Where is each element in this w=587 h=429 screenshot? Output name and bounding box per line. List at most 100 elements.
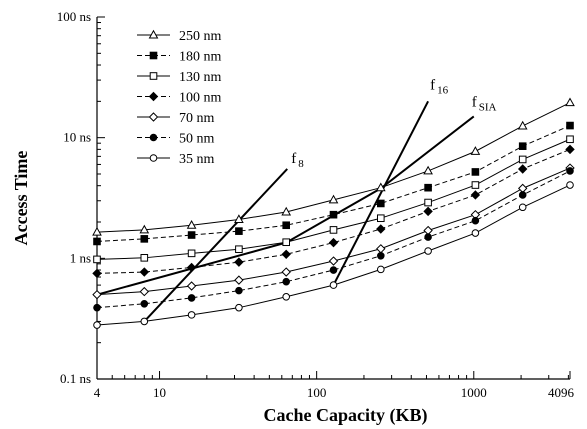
y-tick-label: 1 ns bbox=[70, 250, 91, 265]
legend-marker bbox=[148, 91, 159, 102]
data-point bbox=[234, 214, 244, 223]
data-point bbox=[282, 238, 290, 247]
data-point bbox=[93, 237, 101, 246]
data-point bbox=[377, 214, 385, 223]
series-35-nm bbox=[93, 181, 574, 329]
data-point bbox=[140, 299, 149, 308]
data-point bbox=[282, 277, 291, 286]
data-point bbox=[518, 155, 527, 164]
legend-label: 50 nm bbox=[179, 132, 215, 147]
data-point bbox=[92, 289, 102, 300]
data-point bbox=[424, 233, 432, 241]
reference-line-f16 bbox=[332, 100, 429, 286]
data-point bbox=[565, 144, 575, 155]
data-point bbox=[93, 255, 101, 264]
data-point bbox=[139, 267, 150, 277]
data-point bbox=[471, 181, 480, 189]
data-point bbox=[92, 268, 102, 279]
data-point bbox=[566, 121, 574, 130]
data-point bbox=[235, 227, 243, 235]
data-point bbox=[282, 221, 290, 230]
data-point bbox=[235, 286, 243, 295]
data-point bbox=[471, 229, 480, 237]
data-point bbox=[424, 247, 432, 255]
data-point bbox=[329, 266, 338, 274]
data-point bbox=[93, 321, 101, 329]
data-point bbox=[235, 245, 243, 254]
legend-label: 100 nm bbox=[179, 91, 222, 106]
data-point bbox=[140, 317, 149, 326]
data-point bbox=[376, 244, 386, 254]
x-tick-label: 1000 bbox=[461, 385, 487, 400]
data-point bbox=[377, 251, 385, 260]
data-point bbox=[187, 294, 196, 302]
data-point bbox=[187, 311, 196, 319]
reference-line-label-subscript: 8 bbox=[298, 158, 304, 170]
data-point bbox=[92, 226, 102, 236]
series-line bbox=[96, 184, 571, 326]
data-point bbox=[377, 265, 385, 274]
reference-line-label-main: f bbox=[430, 77, 435, 93]
data-point bbox=[470, 146, 481, 155]
legend-label: 70 nm bbox=[179, 111, 215, 126]
data-point bbox=[424, 198, 432, 207]
reference-line-label-subscript: 16 bbox=[437, 84, 449, 96]
axes: 0.1 ns 1 ns 10 ns 100 ns 4 10 100 1000 4096 bbox=[57, 9, 575, 400]
data-point bbox=[140, 254, 149, 262]
x-tick-label: 4096 bbox=[548, 385, 575, 400]
data-point bbox=[517, 164, 528, 174]
data-point bbox=[566, 181, 574, 189]
data-point bbox=[282, 292, 291, 301]
reference-line-f8 bbox=[143, 168, 288, 323]
legend-label: 35 nm bbox=[179, 152, 215, 167]
data-point bbox=[281, 206, 292, 216]
data-point bbox=[471, 168, 480, 176]
data-point bbox=[328, 194, 339, 204]
series-130-nm bbox=[93, 135, 574, 264]
data-point bbox=[281, 249, 291, 260]
legend-label: 250 nm bbox=[179, 29, 222, 44]
data-point bbox=[139, 224, 150, 234]
data-point bbox=[375, 182, 386, 192]
legend-marker bbox=[148, 112, 159, 122]
reference-line-label-main: f bbox=[472, 94, 477, 110]
legend-label: 130 nm bbox=[179, 70, 222, 85]
series-70-nm bbox=[92, 163, 575, 300]
data-point bbox=[234, 257, 244, 267]
data-point bbox=[565, 97, 575, 107]
series-line bbox=[96, 125, 571, 242]
series-lines bbox=[92, 97, 575, 329]
reference-line-label: f SIA bbox=[472, 94, 497, 113]
data-point bbox=[517, 183, 528, 194]
x-tick-label: 100 bbox=[307, 385, 327, 400]
y-tick-label: 0.1 ns bbox=[60, 371, 91, 386]
x-tick-label: 10 bbox=[153, 385, 166, 400]
series-line bbox=[96, 170, 571, 309]
data-point bbox=[424, 183, 432, 192]
data-point bbox=[186, 281, 197, 291]
data-point bbox=[187, 231, 196, 239]
data-point bbox=[234, 275, 244, 285]
legend-label: 180 nm bbox=[179, 50, 222, 65]
series-50-nm bbox=[93, 167, 574, 312]
data-point bbox=[470, 190, 481, 200]
data-point bbox=[329, 210, 338, 219]
data-point bbox=[139, 286, 150, 297]
data-point bbox=[329, 281, 338, 289]
x-axis-title: Cache Capacity (KB) bbox=[264, 405, 428, 426]
legend-marker bbox=[149, 133, 158, 142]
data-point bbox=[186, 262, 197, 273]
data-point bbox=[517, 120, 528, 130]
x-tick-label: 4 bbox=[94, 385, 101, 400]
data-point bbox=[186, 220, 197, 229]
series-180-nm bbox=[93, 121, 574, 246]
legend: 250 nm 180 nm 130 nm 100 nm 70 nm 50 nm 35 nm bbox=[137, 29, 222, 167]
reference-line-label: f 16 bbox=[430, 77, 449, 96]
reference-line-fsia bbox=[96, 115, 475, 296]
legend-marker bbox=[149, 72, 158, 80]
legend-marker bbox=[149, 154, 158, 162]
data-point bbox=[93, 303, 101, 312]
data-point bbox=[518, 203, 527, 212]
